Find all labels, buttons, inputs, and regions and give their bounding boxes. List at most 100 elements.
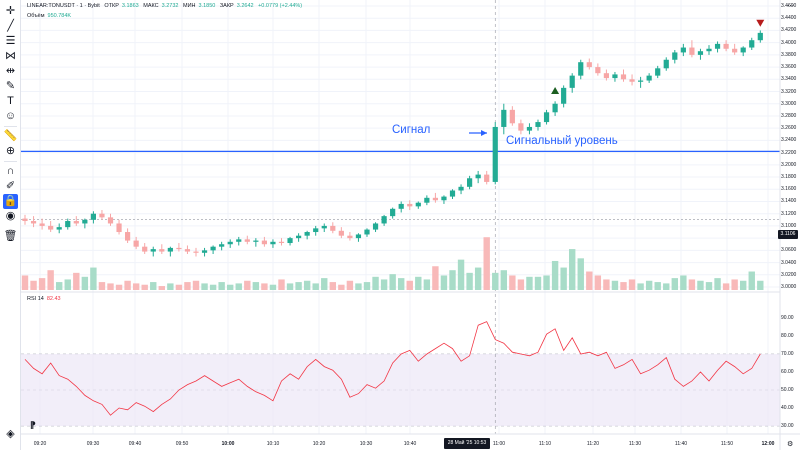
candle-body bbox=[159, 249, 165, 252]
zoom-icon[interactable]: ⊕ bbox=[5, 145, 16, 157]
volume-bar bbox=[209, 284, 217, 290]
current-price-tag: 3.1106 bbox=[778, 230, 798, 239]
price-chart[interactable] bbox=[21, 0, 800, 450]
price-tick-label: 3.1200 bbox=[781, 210, 797, 217]
trash-icon[interactable]: 🗑 bbox=[3, 230, 18, 242]
toolbar-divider bbox=[4, 161, 17, 162]
crosshair-icon[interactable]: ✛ bbox=[5, 5, 16, 17]
candle-body bbox=[73, 221, 79, 224]
volume-bar bbox=[500, 270, 507, 290]
candle-body bbox=[578, 62, 584, 76]
rsi-label[interactable]: RSI 14 bbox=[27, 296, 44, 302]
volume-bar bbox=[663, 283, 670, 290]
lock-icon[interactable]: 🔒 bbox=[3, 194, 18, 209]
candle-body bbox=[390, 208, 396, 217]
fib-icon[interactable]: ☰ bbox=[5, 35, 16, 47]
volume-bar bbox=[303, 280, 311, 290]
candle-body bbox=[90, 213, 96, 220]
candle-body bbox=[116, 223, 122, 233]
candle-body bbox=[398, 203, 404, 209]
candle-body bbox=[261, 240, 267, 245]
volume-bar bbox=[611, 280, 619, 290]
magnet-icon[interactable]: ∩ bbox=[6, 165, 15, 177]
volume-bar bbox=[432, 266, 439, 290]
eye-icon[interactable]: ◉ bbox=[5, 210, 16, 222]
axis-settings-icon[interactable]: ⋯ bbox=[787, 3, 794, 10]
candle-body bbox=[603, 73, 609, 79]
trendline-icon[interactable]: ╱ bbox=[7, 20, 14, 32]
volume-bar bbox=[757, 280, 764, 290]
volume-bar bbox=[697, 280, 704, 290]
settings-gear-icon[interactable]: ⚙ bbox=[787, 441, 794, 448]
volume-label[interactable]: Объём bbox=[27, 13, 45, 19]
sell-signal-icon bbox=[756, 19, 765, 27]
volume-bar bbox=[483, 237, 490, 290]
volume-bar bbox=[338, 284, 345, 290]
time-tick-label: 11:00 bbox=[492, 441, 506, 447]
candle-body bbox=[167, 247, 173, 252]
volume-bar bbox=[124, 280, 131, 290]
volume-bar bbox=[543, 275, 550, 290]
volume-bar bbox=[492, 272, 499, 290]
pattern-icon[interactable]: ⋈ bbox=[5, 50, 16, 62]
candle-body bbox=[99, 213, 105, 218]
candle-body bbox=[407, 203, 413, 207]
time-tick-label: 10:30 bbox=[359, 441, 373, 447]
time-tick-label: 09:40 bbox=[128, 441, 142, 447]
candle-body bbox=[492, 126, 498, 182]
volume-bar bbox=[372, 276, 379, 290]
volume-bar bbox=[671, 278, 678, 290]
volume-bar bbox=[98, 282, 106, 290]
volume-bar bbox=[449, 270, 456, 290]
signal-annotation[interactable]: Сигнал bbox=[392, 124, 431, 136]
candle-body bbox=[287, 238, 293, 244]
candle-body bbox=[501, 109, 507, 127]
layers-icon[interactable]: ◈ bbox=[6, 428, 15, 440]
rsi-legend: RSI 14 82.43 bbox=[27, 296, 64, 302]
candle-body bbox=[56, 227, 62, 230]
candle-body bbox=[526, 126, 533, 131]
rsi-tick-label: 30.00 bbox=[781, 423, 794, 429]
volume-bar bbox=[406, 280, 413, 290]
symbol-name[interactable]: LINEAR:TONUSDT · 1 · Bybit bbox=[27, 3, 100, 9]
volume-bar bbox=[21, 275, 29, 290]
volume-bar bbox=[457, 259, 465, 290]
price-tick-label: 3.4400 bbox=[781, 15, 797, 22]
time-tick-label: 11:30 bbox=[628, 441, 642, 447]
candle-body bbox=[449, 190, 456, 197]
candle-body bbox=[270, 241, 276, 245]
candle-body bbox=[586, 62, 592, 68]
candle-body bbox=[313, 228, 319, 233]
rsi-tick-label: 50.00 bbox=[781, 387, 794, 393]
volume-bar bbox=[645, 280, 653, 290]
time-tick-label: 10:00 bbox=[221, 441, 235, 447]
time-tick-label: 10:20 bbox=[312, 441, 326, 447]
candle-body bbox=[304, 232, 310, 236]
signal-level-annotation[interactable]: Сигнальный уровень bbox=[506, 135, 618, 147]
candle-body bbox=[347, 235, 353, 239]
candle-body bbox=[278, 241, 285, 244]
lock-draw-icon[interactable]: ✐ bbox=[5, 180, 16, 192]
volume-bar bbox=[363, 282, 371, 290]
candle-body bbox=[219, 244, 225, 247]
price-tick-label: 3.1800 bbox=[781, 174, 797, 181]
price-tick-label: 3.2600 bbox=[781, 125, 797, 132]
text-icon[interactable]: T bbox=[7, 95, 14, 107]
time-tick-label: 10:40 bbox=[403, 441, 417, 447]
symbol-legend: LINEAR:TONUSDT · 1 · Bybit ОТКР 3.1863 МА… bbox=[27, 3, 305, 9]
emoji-icon[interactable]: ☺ bbox=[4, 110, 17, 122]
candle-body bbox=[475, 174, 481, 179]
volume-value: 950.784K bbox=[47, 13, 72, 19]
ruler-icon[interactable]: 📏 bbox=[3, 130, 18, 142]
rsi-band bbox=[21, 354, 780, 426]
volume-bar bbox=[423, 279, 431, 290]
volume-bar bbox=[748, 271, 755, 290]
open-label: ОТКР bbox=[104, 3, 119, 9]
volume-bar bbox=[466, 272, 473, 290]
brush-icon[interactable]: ✎ bbox=[5, 80, 16, 92]
measure-icon[interactable]: ⇹ bbox=[5, 65, 16, 77]
candle-body bbox=[424, 197, 430, 203]
volume-bar bbox=[603, 279, 610, 290]
volume-bar bbox=[688, 279, 696, 290]
price-tick-label: 3.0600 bbox=[781, 247, 797, 254]
